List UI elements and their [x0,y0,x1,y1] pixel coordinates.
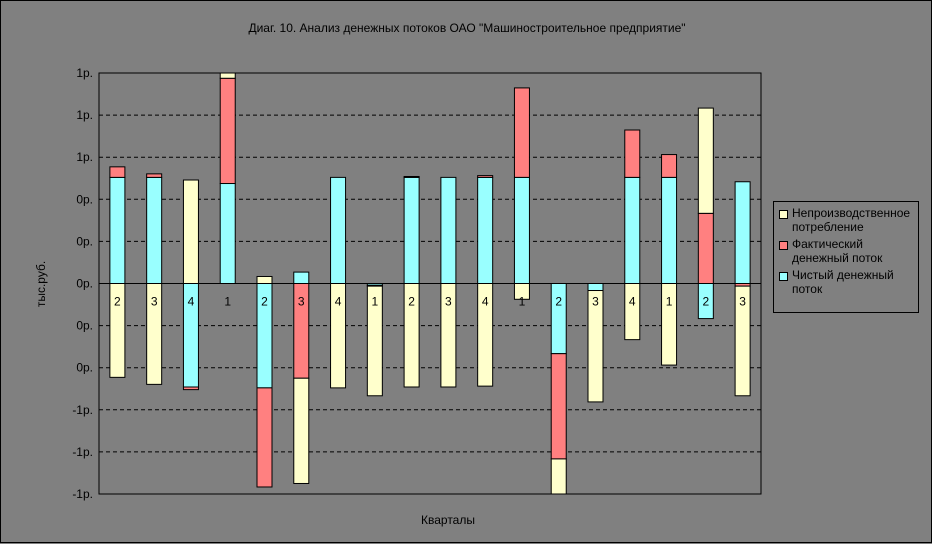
legend-label-consumption: Непроизводственное потребление [792,206,911,234]
bar-segment [109,166,126,178]
y-tick-label: 0р. [76,361,93,375]
category-label: 2 [261,295,268,309]
grid [99,114,761,453]
bar-segment [146,176,163,284]
category-label: 1 [224,295,231,309]
legend-swatch-actual-flow [779,241,788,250]
category-label: 2 [555,295,562,309]
bar-segment [366,285,383,397]
bar-segment [477,175,494,178]
y-tick-label: 1р. [76,150,93,164]
bar-segment [661,176,678,284]
legend-swatch-net-flow [779,272,788,281]
bar-segment [477,176,494,284]
bar-segment [219,183,236,284]
bar-segment [146,173,163,178]
bar-segment [182,179,199,284]
bar-segment [550,353,567,460]
bar-segment [256,275,273,285]
bar-segment [513,87,530,178]
y-tick-label: -1р. [72,403,93,417]
bar-segment [734,181,751,284]
legend-label-actual-flow: Фактический денежный поток [792,237,883,265]
category-label: 3 [298,295,305,309]
y-tick-label: 0р. [76,234,93,248]
category-label: 4 [482,295,489,309]
bar-segment [587,283,604,292]
bar-segment [293,271,310,285]
bar-segment [550,458,567,495]
y-tick-label: -1р. [72,445,93,459]
category-label: 3 [445,295,452,309]
legend-item-consumption: Непроизводственное потребление [777,206,915,234]
bar-segment [587,290,604,403]
bar-segment [440,176,457,284]
x-axis-label: Кварталы [421,513,475,527]
bar-segment [661,154,678,178]
legend-label-net-flow: Чистый денежный поток [792,268,894,296]
legend-swatch-consumption [779,210,788,219]
category-label: 2 [114,295,121,309]
legend: Непроизводственное потребление Фактическ… [773,201,919,313]
bar-segment [403,176,420,284]
legend-item-actual-flow: Фактический денежный поток [777,237,915,265]
chart-title: Диаг. 10. Анализ денежных потоков ОАО "М… [248,21,685,35]
category-label: 1 [519,295,526,309]
bar-segment [734,285,751,397]
bar-segment [219,77,236,185]
bar-segment [109,176,126,284]
bar-segment [513,176,530,284]
category-label: 1 [371,295,378,309]
category-label: 2 [702,295,709,309]
bar-segment [330,176,347,284]
category-label: 3 [739,295,746,309]
bar-segment [624,283,641,341]
bar-segment [697,212,714,284]
y-tick-label: 0р. [76,192,93,206]
category-label: 2 [408,295,415,309]
y-tick-label: 1р. [76,108,93,122]
category-label: 4 [335,295,342,309]
category-labels: 2 3 4 1 2 3 4 1 2 3 4 1 2 3 4 1 2 3 [114,295,746,309]
bar-segment [624,129,641,178]
legend-item-net-flow: Чистый денежный поток [777,268,915,296]
category-label: 3 [151,295,158,309]
category-label: 4 [629,295,636,309]
bar-segment [256,387,273,488]
y-tick-labels: 1р. 1р. 1р. 0р. 0р. 0р. 0р. 0р. -1р. -1р. -1р. [72,66,93,501]
bar-segment [182,386,199,391]
bar-segment [293,377,310,484]
category-label: 4 [188,295,195,309]
bar-segment [403,175,420,178]
y-tick-label: 0р. [76,319,93,333]
bar-segment [697,107,714,214]
y-tick-label: -1р. [72,487,93,501]
y-tick-label: 1р. [76,66,93,80]
y-tick-label: 0р. [76,277,93,291]
bar-segment [219,72,236,79]
y-axis-label: тыс.руб. [34,261,48,307]
category-label: 3 [592,295,599,309]
bar-segment [624,176,641,284]
category-label: 1 [666,295,673,309]
